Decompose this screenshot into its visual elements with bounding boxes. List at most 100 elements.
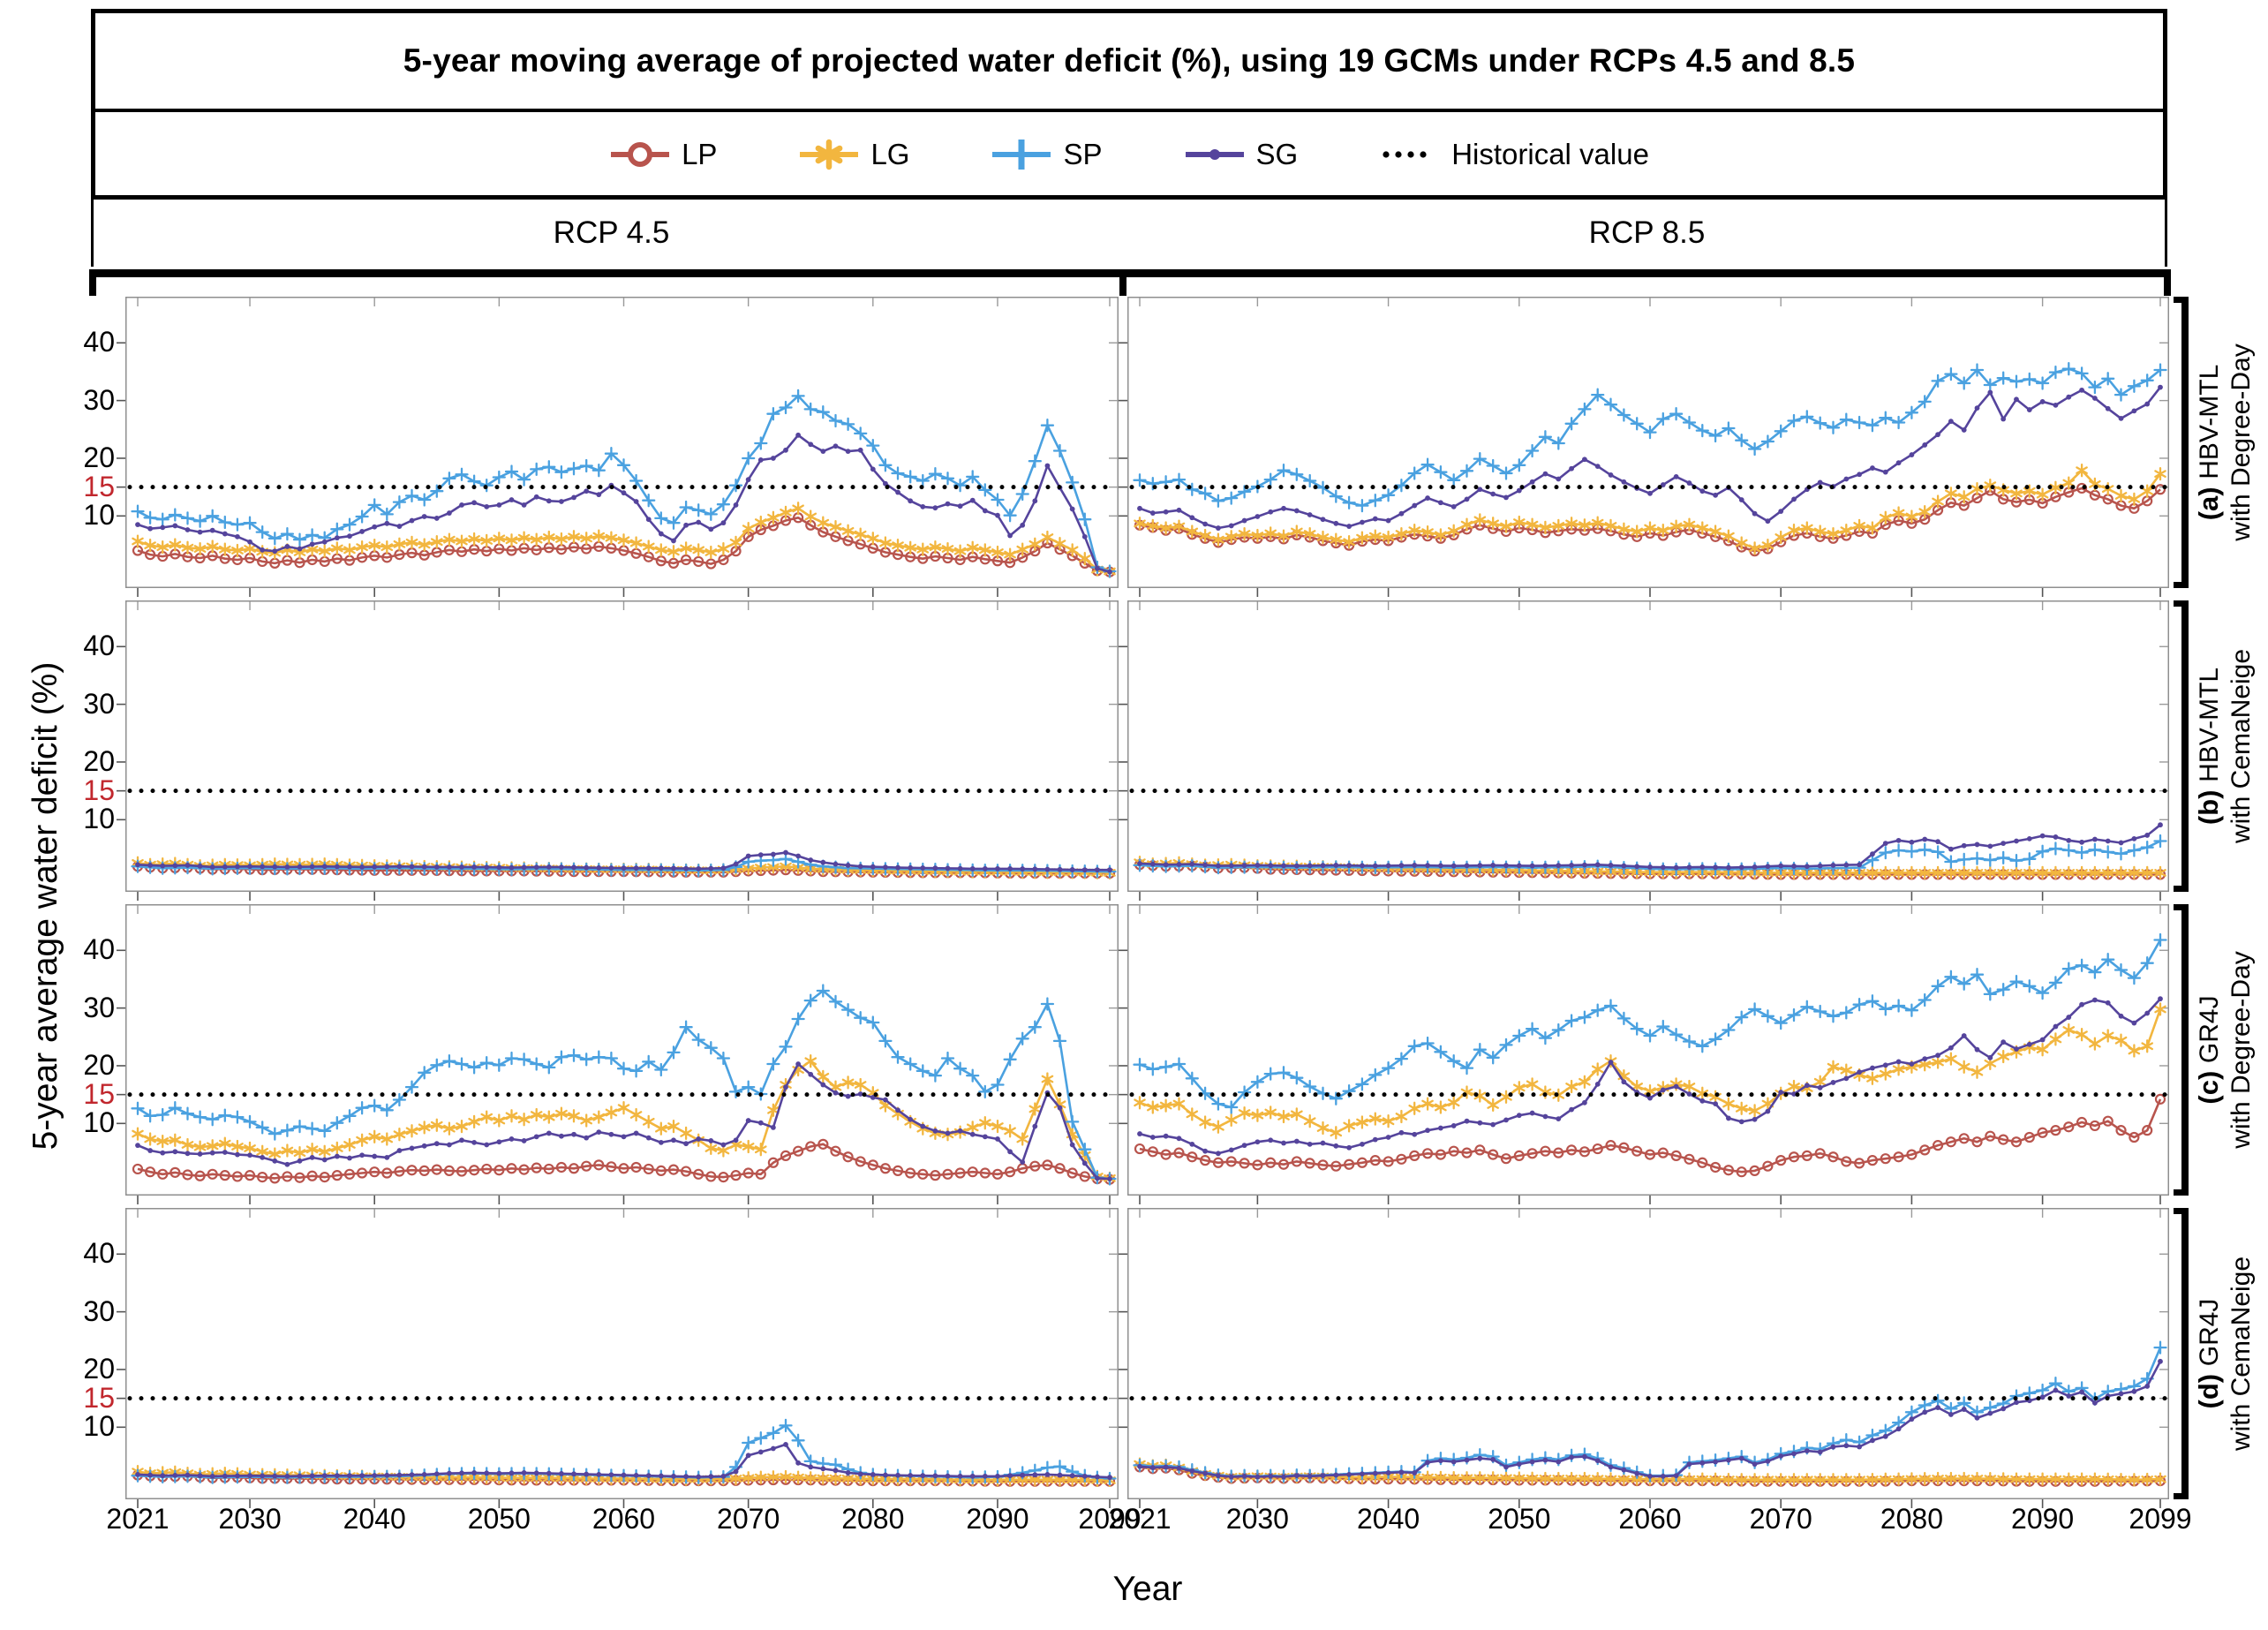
series-lg-markers [1134, 464, 2166, 555]
subplot-b-rcp85 [1119, 600, 2169, 901]
y-tick-label-40: 40 [83, 933, 115, 966]
series-lp-line [137, 517, 1111, 573]
series-lp-line [1139, 1098, 2162, 1173]
y-tick-label-15: 15 [83, 1077, 115, 1110]
series-lg-markers [132, 502, 1116, 578]
historical-value-line [1129, 485, 2167, 490]
row-label-d: (d) GR4J with CemaNeige [2193, 1256, 2256, 1452]
y-tick-label-10: 10 [83, 803, 115, 835]
y-tick-label-10: 10 [83, 1410, 115, 1443]
x-tick-label-2070: 2070 [717, 1503, 780, 1535]
series-lp-markers [132, 1138, 1116, 1185]
scenario-header-band: RCP 4.5 RCP 8.5 [91, 200, 2167, 267]
historical-value-line [127, 1092, 1108, 1098]
subplot-b-rcp45 [117, 600, 1119, 901]
scenario-bracket [89, 269, 2171, 296]
y-tick-label-20: 20 [83, 1048, 115, 1081]
column-header-rcp45: RCP 4.5 [553, 215, 670, 250]
y-tick-label-30: 30 [83, 687, 115, 720]
lg-asterisk-marker-icon [798, 137, 860, 172]
legend-item-lg: LG [798, 137, 909, 172]
x-tick-label-2040: 2040 [1356, 1503, 1420, 1535]
x-tick-label-2040: 2040 [343, 1503, 406, 1535]
series-lp-line [137, 1143, 1111, 1181]
y-tick-label-15: 15 [83, 773, 115, 806]
row-label-a: (a) HBV-MTL with Degree-Day [2193, 343, 2256, 541]
historical-value-line [127, 1396, 1108, 1401]
series-sg-markers [1137, 822, 2163, 871]
x-tick-label-2050: 2050 [1488, 1503, 1551, 1535]
y-tick-label-30: 30 [83, 991, 115, 1023]
y-tick-label-40: 40 [83, 326, 115, 358]
x-tick-label-2090: 2090 [966, 1503, 1029, 1535]
y-tick-label-40: 40 [83, 630, 115, 662]
series-lg-markers [1134, 1002, 2166, 1140]
series-sg-markers [1137, 1358, 2163, 1480]
legend-label-lg: LG [870, 137, 910, 170]
y-axis-label: 5-year average water deficit (%) [26, 661, 64, 1151]
row-bracket-d [2174, 1208, 2189, 1499]
y-tick-label-20: 20 [83, 1352, 115, 1385]
x-tick-label-2050: 2050 [467, 1503, 531, 1535]
row-label-b: (b) HBV-MTL with CemaNeige [2193, 648, 2256, 844]
x-tick-label-2080: 2080 [1880, 1503, 1943, 1535]
series-sg-markers [135, 1442, 1112, 1481]
row-bracket-c [2174, 904, 2189, 1196]
subplot-d-rcp85 [1119, 1208, 2169, 1508]
y-tick-label-30: 30 [83, 1294, 115, 1327]
y-tick-label-15: 15 [83, 1381, 115, 1414]
series-sp-markers [1133, 362, 2167, 513]
x-tick-label-2021: 2021 [106, 1503, 170, 1535]
legend: LP LG SP SG Historical value [95, 109, 2163, 196]
x-tick-label-2060: 2060 [591, 1503, 656, 1535]
series-sg-markers [1137, 996, 2163, 1157]
historical-value-line [1129, 1092, 2167, 1098]
legend-label-lp: LP [682, 137, 718, 170]
x-tick-label-2060: 2060 [1618, 1503, 1682, 1535]
x-tick-label-2030: 2030 [1225, 1503, 1289, 1535]
x-axis-label: Year [1112, 1570, 1183, 1608]
y-tick-label-40: 40 [83, 1237, 115, 1270]
historical-value-line [127, 789, 1108, 794]
header-box: 5-year moving average of projected water… [91, 9, 2167, 200]
x-tick-label-2090: 2090 [2011, 1503, 2075, 1535]
row-bracket-a [2174, 297, 2189, 588]
x-tick-label-2070: 2070 [1749, 1503, 1812, 1535]
x-tick-label-2099: 2099 [2129, 1503, 2192, 1535]
legend-label-sg: SG [1255, 137, 1299, 170]
series-sp-markers [131, 984, 1117, 1186]
series-sg-markers [135, 1061, 1112, 1181]
subplot-a-rcp85 [1119, 297, 2169, 597]
x-tick-label-2021: 2021 [1108, 1503, 1172, 1535]
x-tick-label-2030: 2030 [218, 1503, 282, 1535]
y-tick-label-30: 30 [83, 383, 115, 416]
row-bracket-b [2174, 600, 2189, 892]
y-tick-label-15: 15 [83, 470, 115, 502]
historical-dotted-line-icon [1379, 137, 1441, 172]
legend-item-historical: Historical value [1379, 137, 1649, 172]
y-tick-label-20: 20 [83, 441, 115, 473]
sp-plus-marker-icon [991, 137, 1052, 172]
subplot-d-rcp45 [117, 1208, 1119, 1508]
subplot-c-rcp85 [1119, 904, 2169, 1204]
lp-circle-marker-icon [609, 137, 671, 172]
historical-value-line [1129, 789, 2167, 794]
subplot-c-rcp45 [117, 904, 1119, 1204]
legend-label-historical: Historical value [1451, 137, 1649, 170]
x-tick-label-2080: 2080 [841, 1503, 905, 1535]
legend-label-sp: SP [1063, 137, 1103, 170]
series-sp-markers [1133, 932, 2167, 1114]
legend-item-sg: SG [1184, 137, 1299, 172]
figure-title: 5-year moving average of projected water… [403, 42, 1856, 79]
series-lp-markers [1134, 1093, 2166, 1178]
series-sg-markers [135, 849, 1112, 873]
historical-value-line [127, 485, 1108, 490]
sg-dot-marker-icon [1184, 137, 1246, 172]
subplot-a-rcp45 [117, 297, 1119, 597]
y-tick-label-10: 10 [83, 499, 115, 532]
column-header-rcp85: RCP 8.5 [1588, 215, 1706, 250]
historical-value-line [1129, 1396, 2167, 1401]
legend-item-sp: SP [991, 137, 1103, 172]
legend-item-lp: LP [609, 137, 717, 172]
